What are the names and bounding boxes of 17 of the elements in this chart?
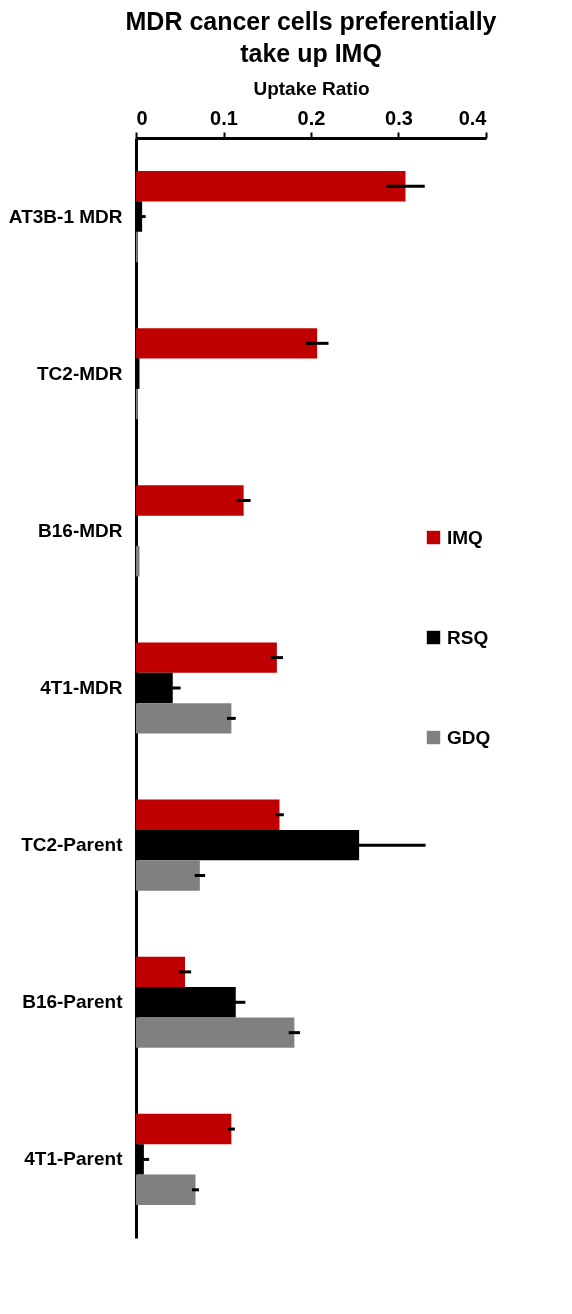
legend-label: IMQ xyxy=(447,526,483,548)
x-tick-label: 0 xyxy=(136,106,148,129)
y-tick-label: TC2-MDR xyxy=(37,362,123,384)
x-tick-label: 0.3 xyxy=(385,106,413,129)
y-tick-label: B16-Parent xyxy=(22,991,124,1013)
y-tick-label: B16-MDR xyxy=(38,519,123,541)
y-tick-label: 4T1-MDR xyxy=(40,677,123,698)
legend-label: GDQ xyxy=(447,726,491,748)
legend-label: RSQ xyxy=(447,626,489,648)
chart-title: MDR cancer cells preferentially take up IMQ xyxy=(125,7,497,67)
x-tick-label: 0.2 xyxy=(297,106,326,129)
y-tick-label: 4T1-Parent xyxy=(24,1148,124,1170)
y-tick-label: AT3B-1 MDR xyxy=(8,205,123,227)
x-tick-label: 0.1 xyxy=(210,106,238,129)
y-tick-label: TC2-Parent xyxy=(21,834,124,856)
x-axis-title: Uptake Ratio xyxy=(253,77,370,99)
x-tick-label: 0.4 xyxy=(458,106,488,129)
